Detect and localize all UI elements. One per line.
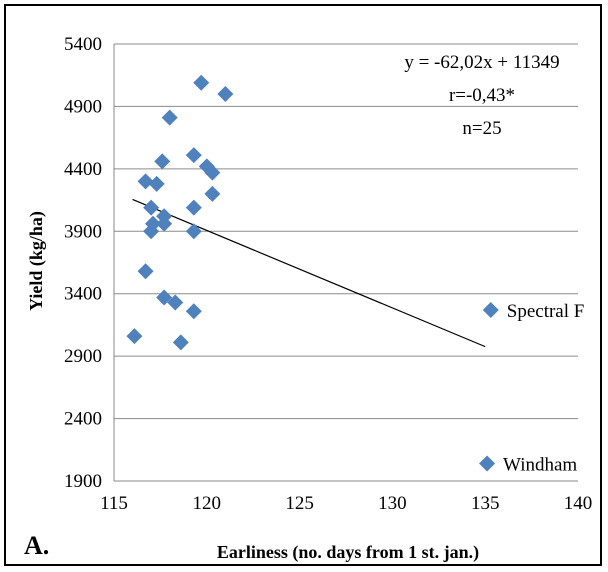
y-tick-label: 1900 bbox=[64, 471, 102, 492]
y-tick-label: 4400 bbox=[64, 159, 102, 180]
data-point bbox=[154, 153, 171, 170]
data-point bbox=[185, 303, 202, 320]
data-point bbox=[137, 173, 154, 190]
data-point bbox=[185, 199, 202, 216]
data-point bbox=[161, 109, 178, 126]
data-point bbox=[148, 175, 165, 192]
data-point bbox=[185, 223, 202, 240]
y-tick-label: 2400 bbox=[64, 409, 102, 430]
data-point bbox=[143, 199, 160, 216]
x-tick-label: 125 bbox=[285, 493, 314, 514]
trend-line bbox=[132, 198, 486, 348]
y-tick-label: 2900 bbox=[64, 346, 102, 367]
data-point bbox=[126, 328, 143, 345]
point-label: Spectral F bbox=[507, 301, 585, 322]
x-tick-label: 140 bbox=[564, 493, 593, 514]
chart-frame: 1900 2400 2900 3400 3900 4400 4900 5400 115 120 1… bbox=[4, 4, 602, 566]
x-tick-label: 120 bbox=[193, 493, 222, 514]
data-point bbox=[204, 164, 221, 181]
y-tick-label: 3900 bbox=[64, 221, 102, 242]
data-point bbox=[144, 215, 161, 232]
data-point bbox=[156, 289, 173, 306]
x-tick-labels: 115 120 125 130 135 140 bbox=[100, 493, 592, 514]
x-tick-label: 130 bbox=[378, 493, 407, 514]
x-axis-title: Earliness (no. days from 1 st. jan.) bbox=[217, 542, 479, 563]
labeled-points: Spectral F Windham bbox=[479, 301, 584, 476]
y-tick-label: 5400 bbox=[64, 34, 102, 55]
x-tick-label: 135 bbox=[471, 493, 500, 514]
y-axis-title: Yield (kg/ha) bbox=[26, 211, 47, 311]
data-point bbox=[193, 74, 210, 91]
data-point bbox=[479, 455, 496, 472]
data-point bbox=[156, 215, 173, 232]
y-tick-label: 4900 bbox=[64, 96, 102, 117]
y-tick-label: 3400 bbox=[64, 284, 102, 305]
data-point bbox=[172, 334, 189, 351]
data-points bbox=[126, 74, 234, 351]
y-tick-labels: 1900 2400 2900 3400 3900 4400 4900 5400 bbox=[64, 34, 102, 492]
data-point bbox=[217, 85, 234, 102]
n-annotation: n=25 bbox=[462, 118, 501, 139]
data-point bbox=[167, 294, 184, 311]
data-point bbox=[137, 263, 154, 280]
r-annotation: r=-0,43* bbox=[449, 85, 515, 106]
data-point bbox=[185, 147, 202, 164]
x-tick-label: 115 bbox=[100, 493, 128, 514]
equation-annotation: y = -62,02x + 11349 bbox=[404, 52, 559, 73]
data-point bbox=[482, 301, 499, 318]
data-point bbox=[204, 185, 221, 202]
point-label: Windham bbox=[503, 455, 577, 476]
panel-label: A. bbox=[24, 531, 49, 560]
